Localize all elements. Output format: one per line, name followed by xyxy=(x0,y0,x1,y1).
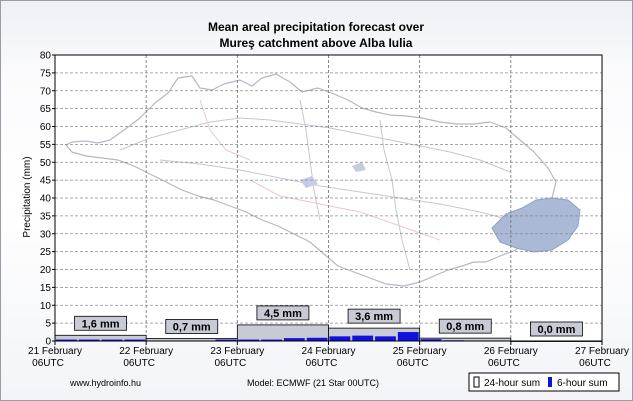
value-label: 1,6 mm xyxy=(82,318,120,330)
x-tick-label-hour: 06UTC xyxy=(32,358,64,369)
legend-label-24-hour: 24-hour sum xyxy=(484,378,540,389)
y-tick-label: 10 xyxy=(40,301,52,312)
x-tick-label-day: 23 February xyxy=(210,346,264,357)
value-label: 0,7 mm xyxy=(173,321,211,333)
bar-6-hour xyxy=(329,336,351,341)
bar-6-hour xyxy=(261,339,282,341)
x-tick-label-day: 22 February xyxy=(119,346,173,357)
catchment-map xyxy=(65,73,581,287)
value-label-box xyxy=(438,318,492,334)
y-tick-label: 30 xyxy=(40,229,52,240)
value-label-box xyxy=(530,321,583,337)
value-label-box xyxy=(74,315,127,331)
bar-6-hour xyxy=(101,339,123,341)
y-tick-label: 45 xyxy=(40,176,52,187)
value-label: 3,6 mm xyxy=(355,311,393,323)
x-tick-label-day: 26 February xyxy=(484,346,538,357)
bar-6-hour xyxy=(124,339,146,341)
bar-6-hour xyxy=(420,339,442,341)
x-tick-label-hour: 06UTC xyxy=(306,358,338,369)
source-text: www.hydroinfo.hu xyxy=(69,378,141,388)
y-tick-label: 20 xyxy=(40,265,52,276)
model-text: Model: ECMWF (21 Star 00UTC) xyxy=(247,378,379,388)
bar-6-hour xyxy=(397,332,419,341)
x-tick-label-hour: 06UTC xyxy=(579,358,611,369)
chart-title-line-2: Mureş catchment above Alba Iulia xyxy=(220,36,413,50)
legend: 24-hour sum 6-hour sum xyxy=(468,372,620,392)
value-label: 4,5 mm xyxy=(264,308,302,320)
y-tick-label: 15 xyxy=(40,283,52,294)
y-tick-label: 60 xyxy=(40,122,52,133)
x-tick-label-hour: 06UTC xyxy=(397,358,429,369)
value-label-box xyxy=(347,308,401,324)
grid-lines xyxy=(55,55,602,341)
bar-6-hour xyxy=(283,338,305,341)
y-tick-label: 65 xyxy=(40,104,52,115)
y-tick-label: 80 xyxy=(40,51,52,62)
bar-6-hour xyxy=(215,339,237,341)
y-tick-label: 5 xyxy=(45,319,51,330)
value-label: 0,8 mm xyxy=(446,321,484,333)
y-tick-label: 40 xyxy=(40,194,52,205)
value-label: 0,0 mm xyxy=(537,324,575,336)
bar-6-hour xyxy=(78,339,100,341)
y-tick-label: 25 xyxy=(40,247,52,258)
legend-swatch-6-hour xyxy=(548,377,552,387)
value-label-box xyxy=(256,305,310,321)
legend-swatch-24-hour xyxy=(473,376,480,388)
y-tick-label: 50 xyxy=(40,158,52,169)
y-tick-label: 35 xyxy=(40,211,52,222)
plot-border xyxy=(54,54,603,342)
bar-6-hour xyxy=(238,339,260,341)
bar-6-hour xyxy=(56,339,77,341)
legend-label-6-hour: 6-hour sum xyxy=(557,378,608,389)
x-tick-label-day: 24 February xyxy=(302,346,356,357)
y-axis-label: Precipitation (mm) xyxy=(22,156,33,237)
x-tick-label-day: 21 February xyxy=(28,346,82,357)
chart-title-line-1: Mean areal precipitation forecast over xyxy=(208,20,424,34)
legend-box xyxy=(468,372,620,392)
y-tick-label: 70 xyxy=(40,86,52,97)
x-tick-label-day: 25 February xyxy=(393,346,447,357)
x-tick-label-hour: 06UTC xyxy=(488,358,520,369)
value-label-box xyxy=(165,319,219,334)
bar-6-hour xyxy=(352,335,374,341)
y-tick-label: 75 xyxy=(40,68,52,79)
y-tick-label: 55 xyxy=(40,140,52,151)
x-tick-label-day: 27 February xyxy=(575,346,629,357)
bar-6-hour xyxy=(375,336,396,341)
x-tick-label-hour: 06UTC xyxy=(214,358,246,369)
bar-6-hour xyxy=(306,337,328,341)
y-tick-label: 0 xyxy=(45,337,51,348)
x-tick-label-hour: 06UTC xyxy=(123,358,155,369)
